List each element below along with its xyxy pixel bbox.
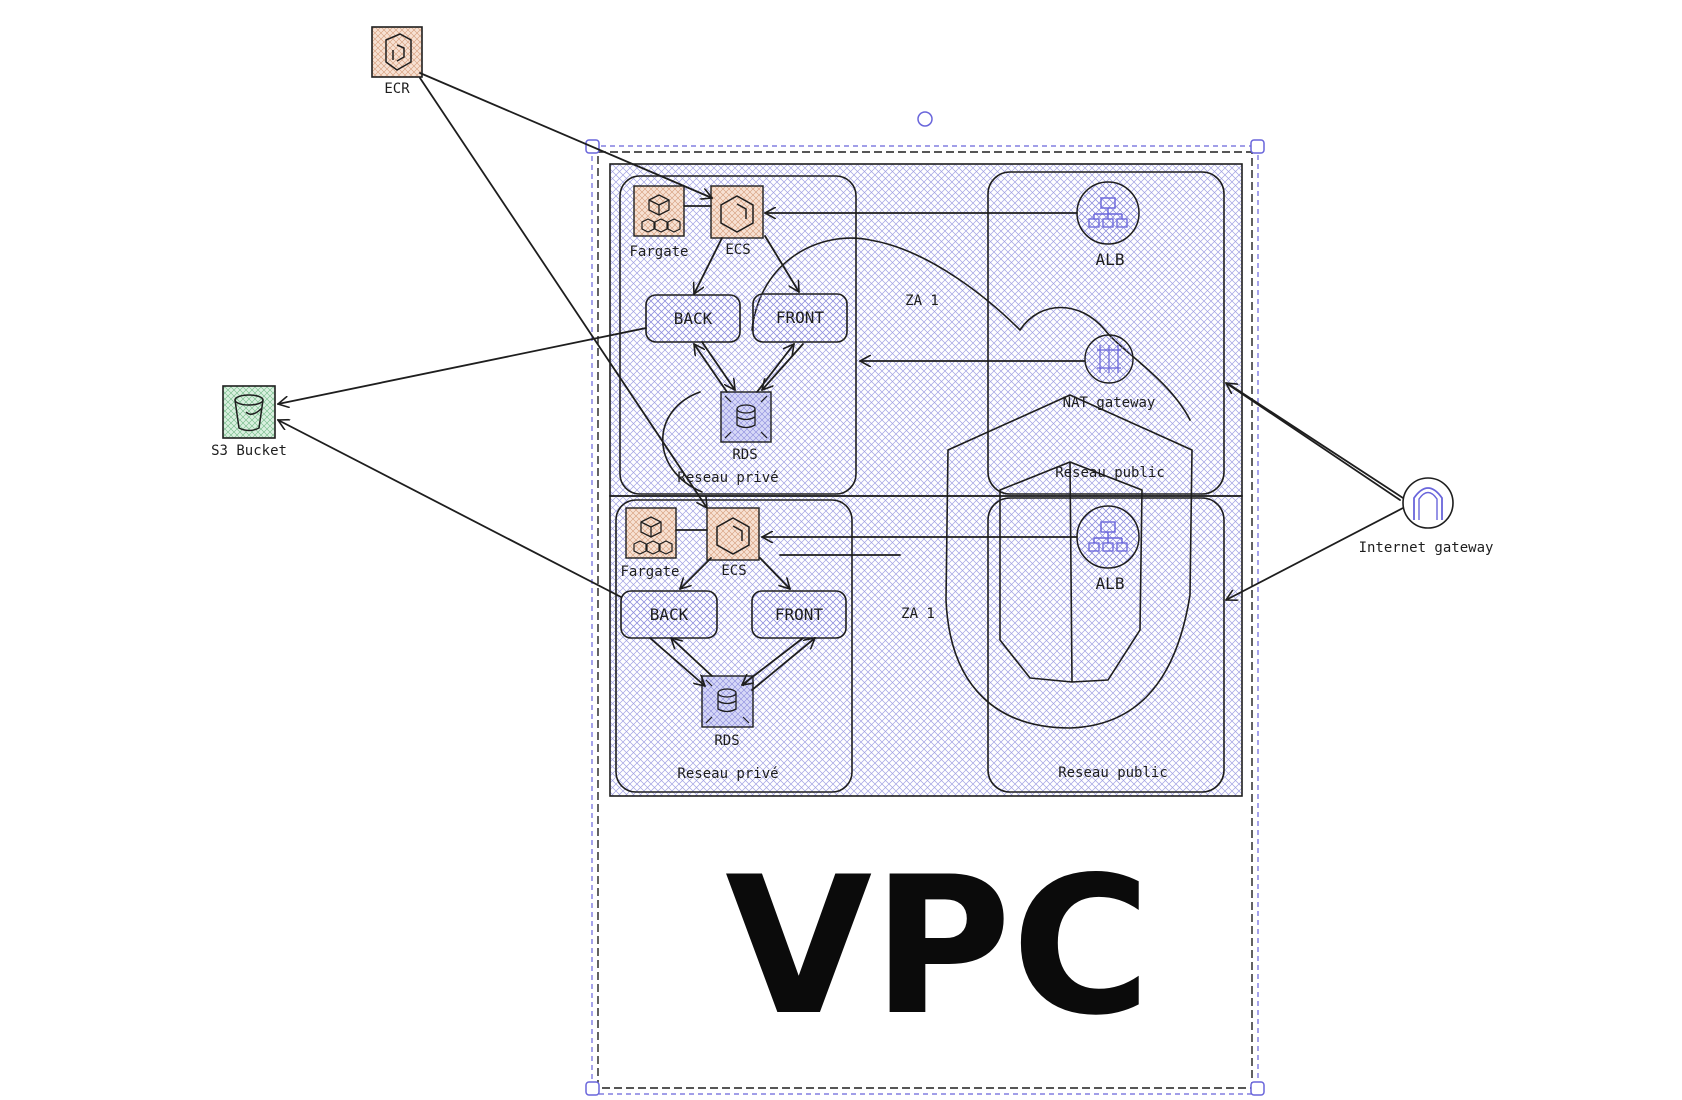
internet-gateway-node[interactable]: Internet gateway	[1359, 477, 1494, 556]
alb-icon	[1088, 521, 1128, 552]
private-subnet-label-2: Reseau privé	[677, 766, 778, 782]
arrow-front-to-rds-1	[762, 343, 804, 390]
arrow-igw-to-public-subnet-2	[1226, 507, 1404, 600]
rds-node-1[interactable]: RDS	[720, 391, 772, 463]
arrow-back-to-s3-2	[278, 420, 622, 598]
s3-bucket-node[interactable]: S3 Bucket	[211, 385, 287, 459]
private-subnet-label-1: Reseau privé	[677, 470, 778, 486]
fargate-node-2[interactable]: Fargate	[620, 507, 680, 580]
nat-gateway-node[interactable]: NAT gateway	[1063, 334, 1156, 411]
ecs-icon	[720, 195, 754, 233]
freehand-arch-stroke[interactable]	[945, 394, 1193, 729]
private-subnet-2[interactable]	[615, 499, 853, 793]
az-label-2: ZA 1	[901, 606, 935, 622]
ecs-label-2: ECS	[721, 563, 746, 579]
private-subnet-1[interactable]	[619, 175, 857, 495]
arrow-rds-to-back-2	[671, 638, 713, 677]
fargate-icon	[641, 194, 681, 233]
arrow-rds-to-front-2	[751, 638, 815, 691]
nat-gateway-label: NAT gateway	[1063, 395, 1156, 411]
front-label-1: FRONT	[776, 308, 825, 327]
back-label-1: BACK	[674, 309, 713, 328]
internet-gateway-icon	[1413, 487, 1443, 520]
vpc-frame[interactable]	[591, 145, 1259, 1095]
public-subnet-label-2: Reseau public	[1058, 765, 1168, 781]
arrow-ecs-to-front-2	[759, 557, 790, 589]
alb-icon	[1088, 197, 1128, 228]
ecr-icon	[385, 33, 412, 71]
line-igw-to-public-subnet-1b	[1229, 384, 1404, 499]
fargate-node-1[interactable]: Fargate	[629, 185, 689, 260]
fargate-label-1: Fargate	[629, 244, 688, 260]
arrow-ecs-to-back-2	[680, 557, 712, 589]
arrow-rds-to-back-1	[694, 344, 728, 393]
ecs-icon	[716, 517, 750, 555]
front-service-1[interactable]: FRONT	[752, 293, 848, 343]
back-service-2[interactable]: BACK	[620, 590, 718, 639]
public-subnet-1[interactable]	[987, 171, 1225, 495]
internet-gateway-label: Internet gateway	[1359, 540, 1494, 556]
rotate-handle[interactable]	[917, 111, 933, 127]
front-service-2[interactable]: FRONT	[751, 590, 847, 639]
nat-gateway-icon	[1097, 345, 1121, 373]
alb-label-2: ALB	[1096, 574, 1125, 593]
rds-icon	[724, 395, 768, 439]
connectors[interactable]	[278, 72, 1404, 691]
arrow-back-to-rds-2	[649, 637, 705, 686]
availability-zone-2[interactable]	[609, 495, 1243, 797]
public-subnet-2[interactable]	[987, 497, 1225, 793]
back-service-1[interactable]: BACK	[645, 294, 741, 343]
arrow-ecs-to-front-1	[764, 235, 800, 292]
arrow-ecr-to-ecs-2	[419, 77, 707, 508]
arrow-igw-to-public-subnet-1	[1226, 383, 1401, 501]
fargate-icon	[633, 516, 673, 555]
vpc-label: VPC	[725, 836, 1151, 1057]
alb-node-1[interactable]: ALB	[1076, 181, 1140, 269]
ecr-label: ECR	[384, 81, 410, 97]
ecs-node-1[interactable]: ECS	[710, 185, 764, 258]
arrow-front-to-rds-2	[742, 637, 804, 685]
front-label-2: FRONT	[775, 605, 824, 624]
public-subnet-label-1: Reseau public	[1055, 465, 1165, 481]
az-label-1: ZA 1	[905, 293, 939, 309]
s3-bucket-label: S3 Bucket	[211, 443, 287, 459]
s3-bucket-icon	[234, 394, 264, 432]
fargate-label-2: Fargate	[620, 564, 679, 580]
ecs-label-1: ECS	[725, 242, 750, 258]
freehand-shield-stroke[interactable]	[999, 461, 1143, 683]
alb-label-1: ALB	[1096, 250, 1125, 269]
rds-label-1: RDS	[732, 447, 757, 463]
arrow-ecs-to-back-1	[694, 237, 723, 294]
ecs-node-2[interactable]: ECS	[706, 507, 760, 579]
arrow-back-to-rds-1	[701, 341, 735, 390]
ecr-node[interactable]: ECR	[371, 26, 423, 97]
arrow-back-to-s3-1	[278, 327, 647, 404]
rds-label-2: RDS	[714, 733, 739, 749]
arrow-ecr-to-ecs-1	[419, 72, 712, 198]
back-label-2: BACK	[650, 605, 689, 624]
arrow-rds-to-front-1	[756, 344, 794, 393]
